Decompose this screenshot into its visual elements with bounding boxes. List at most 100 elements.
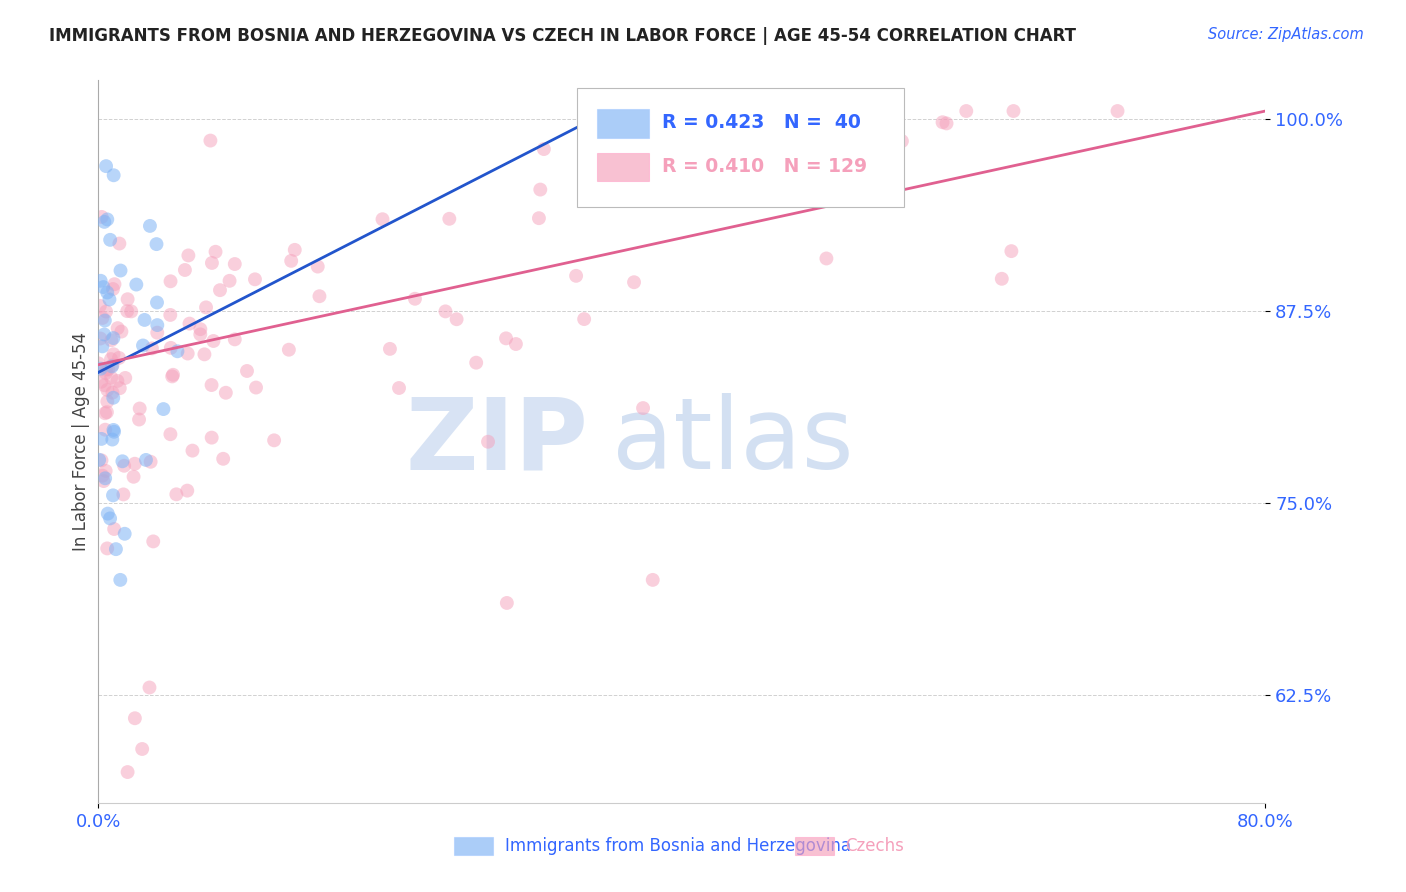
Point xyxy=(114,371,136,385)
Point xyxy=(103,522,125,536)
Point xyxy=(128,412,150,426)
Point xyxy=(110,263,132,277)
Point xyxy=(307,260,329,274)
Point xyxy=(90,432,112,446)
Point xyxy=(89,299,111,313)
Point xyxy=(87,356,110,370)
Point xyxy=(434,304,457,318)
Point xyxy=(166,344,188,359)
Point xyxy=(659,103,682,118)
Point xyxy=(160,369,183,384)
Point xyxy=(533,142,555,156)
Point xyxy=(188,327,211,342)
Point xyxy=(1000,244,1022,259)
Point xyxy=(96,383,118,397)
Point xyxy=(108,236,131,251)
Point xyxy=(177,346,200,360)
Text: atlas: atlas xyxy=(612,393,853,490)
Text: Source: ZipAtlas.com: Source: ZipAtlas.com xyxy=(1208,27,1364,42)
Point xyxy=(131,742,153,756)
Point xyxy=(108,351,131,365)
Point xyxy=(165,487,187,501)
Point xyxy=(404,292,426,306)
Point xyxy=(496,596,519,610)
Point xyxy=(120,304,142,318)
Point xyxy=(236,364,259,378)
Point xyxy=(529,183,551,197)
Point xyxy=(991,272,1014,286)
Point xyxy=(446,312,468,326)
Point xyxy=(98,233,121,247)
Point xyxy=(174,263,197,277)
Point xyxy=(388,381,411,395)
Point xyxy=(134,313,156,327)
Point xyxy=(650,158,672,172)
Point xyxy=(128,401,150,416)
Point xyxy=(108,381,131,395)
Point xyxy=(159,427,181,442)
Point xyxy=(527,211,550,226)
Point xyxy=(91,280,114,294)
Point xyxy=(97,507,120,521)
Point xyxy=(101,358,124,372)
Point xyxy=(378,342,401,356)
Point xyxy=(208,283,231,297)
Point xyxy=(201,431,224,445)
Point xyxy=(103,423,125,437)
Point xyxy=(122,469,145,483)
Point xyxy=(690,156,713,170)
Text: R = 0.410   N = 129: R = 0.410 N = 129 xyxy=(662,158,868,177)
Point xyxy=(495,331,517,345)
Point xyxy=(94,366,117,380)
Point xyxy=(141,342,163,356)
Point xyxy=(90,361,112,376)
Point xyxy=(139,455,162,469)
Point xyxy=(96,541,118,556)
Point xyxy=(97,362,120,376)
Point xyxy=(465,356,488,370)
Point xyxy=(93,378,115,392)
Text: IMMIGRANTS FROM BOSNIA AND HERZEGOVINA VS CZECH IN LABOR FORCE | AGE 45-54 CORRE: IMMIGRANTS FROM BOSNIA AND HERZEGOVINA V… xyxy=(49,27,1076,45)
Point xyxy=(91,339,114,353)
Point xyxy=(159,308,181,322)
Point xyxy=(371,212,394,227)
Point xyxy=(844,150,866,164)
Point xyxy=(94,159,117,173)
Point xyxy=(117,765,139,780)
Point xyxy=(110,573,132,587)
Point xyxy=(96,212,118,227)
Point xyxy=(114,526,136,541)
Point xyxy=(112,458,135,473)
Point xyxy=(815,252,838,266)
Point xyxy=(201,256,224,270)
Point xyxy=(195,301,218,315)
Point xyxy=(90,375,112,389)
Point xyxy=(93,474,115,488)
Point xyxy=(477,434,499,449)
Point xyxy=(98,511,121,525)
Point xyxy=(218,274,240,288)
Point xyxy=(146,326,169,340)
Point xyxy=(96,405,118,419)
Point xyxy=(808,179,831,194)
Point xyxy=(188,322,211,336)
Point xyxy=(125,277,148,292)
Point xyxy=(117,292,139,306)
Point xyxy=(955,103,977,118)
Point xyxy=(159,341,181,355)
Text: Immigrants from Bosnia and Herzegovina: Immigrants from Bosnia and Herzegovina xyxy=(505,838,851,855)
Point xyxy=(284,243,307,257)
Point xyxy=(641,573,664,587)
Point xyxy=(176,483,198,498)
Point xyxy=(839,149,862,163)
Point xyxy=(572,312,595,326)
Point xyxy=(98,293,121,307)
Point xyxy=(93,215,115,229)
FancyBboxPatch shape xyxy=(796,838,834,855)
Point xyxy=(103,425,125,439)
Point xyxy=(103,391,125,405)
Point xyxy=(890,134,912,148)
Point xyxy=(110,325,132,339)
Point xyxy=(94,313,117,327)
Point xyxy=(212,451,235,466)
